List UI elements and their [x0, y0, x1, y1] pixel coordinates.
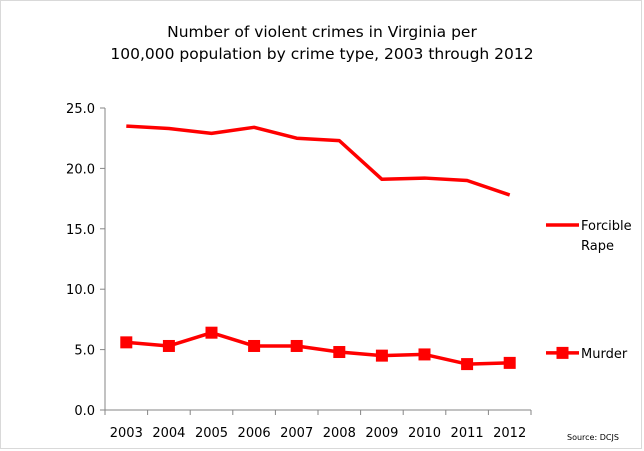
y-tick-label: 10.0	[66, 283, 95, 298]
chart-title: Number of violent crimes in Virginia per…	[1, 21, 643, 65]
murder-data-point	[418, 348, 431, 361]
murder-data-point	[248, 339, 261, 352]
x-tick-label: 2007	[280, 426, 313, 441]
forcible-rape-legend-label: Forcible	[581, 219, 632, 234]
x-tick-label: 2008	[323, 426, 356, 441]
forcible-rape-legend-label: Rape	[581, 239, 614, 254]
murder-data-point	[290, 339, 303, 352]
murder-data-point	[461, 358, 474, 371]
x-tick-label: 2011	[451, 426, 484, 441]
y-tick-label: 20.0	[66, 162, 95, 177]
y-tick-label: 5.0	[74, 344, 95, 359]
chart-title-line-1: Number of violent crimes in Virginia per	[167, 23, 477, 41]
murder-data-point	[333, 346, 346, 359]
x-tick-label: 2009	[365, 426, 398, 441]
murder-legend-marker	[556, 346, 569, 359]
forcible-rape-series-line	[126, 124, 511, 197]
x-tick-label: 2010	[408, 426, 441, 441]
murder-legend-label: Murder	[581, 347, 628, 362]
murder-data-point	[205, 326, 218, 339]
murder-data-point	[162, 339, 175, 352]
y-tick-label: 15.0	[66, 223, 95, 238]
source-note: Source: DCJS	[567, 433, 619, 442]
x-tick-label: 2003	[110, 426, 143, 441]
x-tick-label: 2006	[238, 426, 271, 441]
y-tick-label: 0.0	[74, 404, 95, 419]
chart-title-line-2: 100,000 population by crime type, 2003 t…	[110, 45, 534, 63]
x-tick-label: 2012	[493, 426, 526, 441]
murder-data-point	[503, 356, 516, 369]
x-tick-label: 2005	[195, 426, 228, 441]
murder-series-line	[126, 330, 510, 366]
murder-data-point	[120, 336, 133, 349]
murder-data-point	[375, 349, 388, 362]
y-tick-label: 25.0	[66, 102, 95, 117]
x-tick-label: 2004	[152, 426, 185, 441]
